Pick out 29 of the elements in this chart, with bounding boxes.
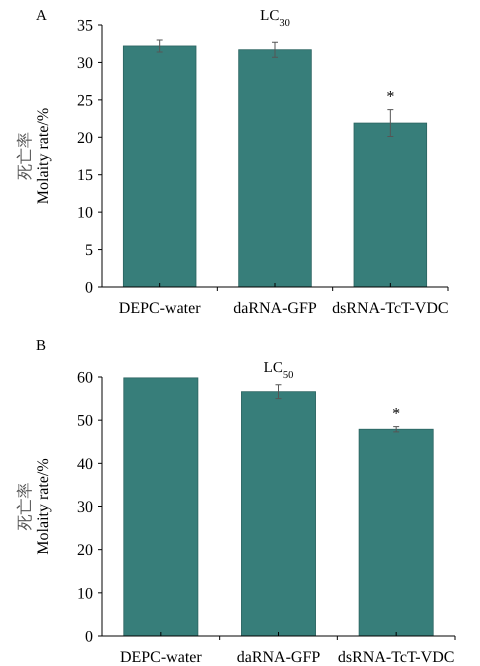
y-tick-label: 50 [77,412,93,430]
y-axis-title: 死亡率 Molaity rate/% [16,458,52,555]
y-tick-label: 20 [77,130,93,147]
annotation: * [392,406,400,423]
y-tick-label: 35 [77,18,93,34]
y-tick-label: 40 [77,456,93,473]
y-tick-label: 20 [77,542,93,560]
x-tick-label: dsRNA-TcT-VDC [338,649,454,666]
y-tick-label: 25 [77,92,93,110]
y-tick-label: 30 [77,499,93,516]
y-tick-label: 5 [85,242,93,260]
y-tick-label: 60 [77,370,93,386]
text: A [36,8,47,24]
y-tick-label: 15 [77,167,93,184]
y-tick-label: 30 [77,54,93,72]
y-tick-label: 0 [85,280,93,296]
y-axis-title: 死亡率 Molaity rate/% [16,108,52,204]
x-tick-label: daRNA-GFP [233,300,317,317]
chart-title: LC$_{30}$ [260,8,290,28]
text: B [36,338,46,354]
x-tick-label: daRNA-GFP [236,649,320,666]
y-tick-label: 0 [85,628,93,646]
x-tick-label: DEPC-water [118,300,202,317]
y-tick-label: 10 [77,204,93,222]
annotation: * [386,88,394,106]
x-tick-label: dsRNA-TcT-VDC [332,300,449,317]
x-tick-label: DEPC-water [120,649,202,666]
y-tick-label: 10 [77,585,93,602]
chart-title: LC$_{50}$ [264,360,294,380]
